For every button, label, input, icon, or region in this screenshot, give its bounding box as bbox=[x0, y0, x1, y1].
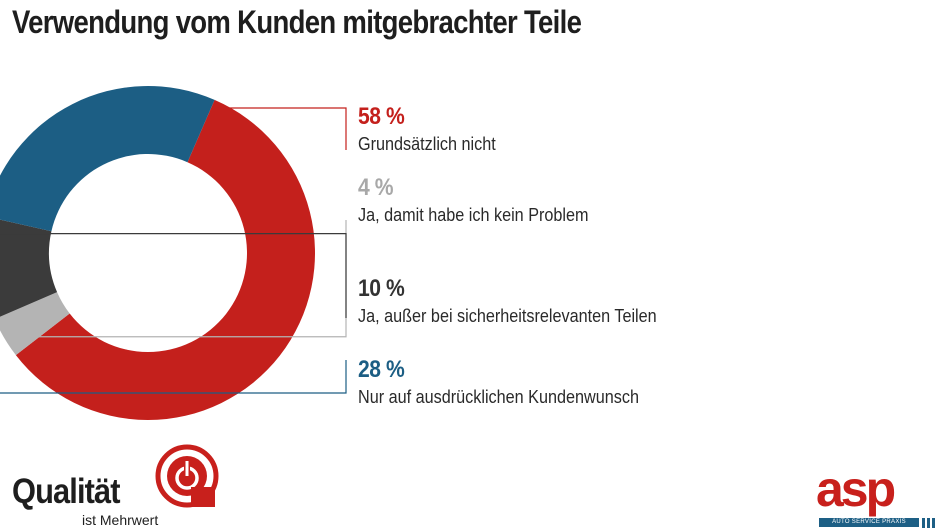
leader-line bbox=[0, 360, 347, 394]
page-title: Verwendung vom Kunden mitgebrachter Teil… bbox=[12, 4, 582, 40]
asp-wordmark: asp bbox=[816, 461, 896, 517]
leader-line bbox=[0, 233, 347, 318]
slice-value-label: 58 % bbox=[358, 103, 405, 130]
asp-logo: asp AUTO SERVICE PRAXIS bbox=[812, 464, 935, 530]
logo-tagline: ist Mehrwert bbox=[82, 512, 159, 528]
donut-slice bbox=[0, 86, 215, 232]
slice-category-label: Ja, damit habe ich kein Problem bbox=[358, 205, 589, 225]
slice-category-label: Grundsätzlich nicht bbox=[358, 134, 496, 154]
donut-slice bbox=[15, 99, 315, 421]
power-icon bbox=[155, 444, 219, 508]
slice-value-label: 10 % bbox=[358, 275, 405, 302]
logo-word: Qualität bbox=[12, 472, 121, 511]
leader-line bbox=[216, 107, 347, 150]
legend-item-grundsaetzlich-nicht: 58 % Grundsätzlich nicht bbox=[358, 104, 511, 155]
slice-value-label: 28 % bbox=[358, 356, 405, 383]
asp-stripes-icon bbox=[922, 518, 935, 528]
legend-item-ausser-sicherheit: 10 % Ja, außer bei sicherheitsrelevanten… bbox=[358, 276, 690, 327]
slice-category-label: Nur auf ausdrücklichen Kundenwunsch bbox=[358, 387, 639, 407]
legend-item-kundenwunsch: 28 % Nur auf ausdrücklichen Kundenwunsch bbox=[358, 357, 670, 408]
donut-slice bbox=[0, 292, 70, 356]
donut-slice bbox=[0, 219, 58, 317]
slice-value-label: 4 % bbox=[358, 174, 394, 201]
legend-item-kein-problem: 4 % Ja, damit habe ich kein Problem bbox=[358, 175, 614, 226]
asp-tagline: AUTO SERVICE PRAXIS bbox=[819, 518, 919, 527]
slice-category-label: Ja, außer bei sicherheitsrelevanten Teil… bbox=[358, 306, 657, 326]
